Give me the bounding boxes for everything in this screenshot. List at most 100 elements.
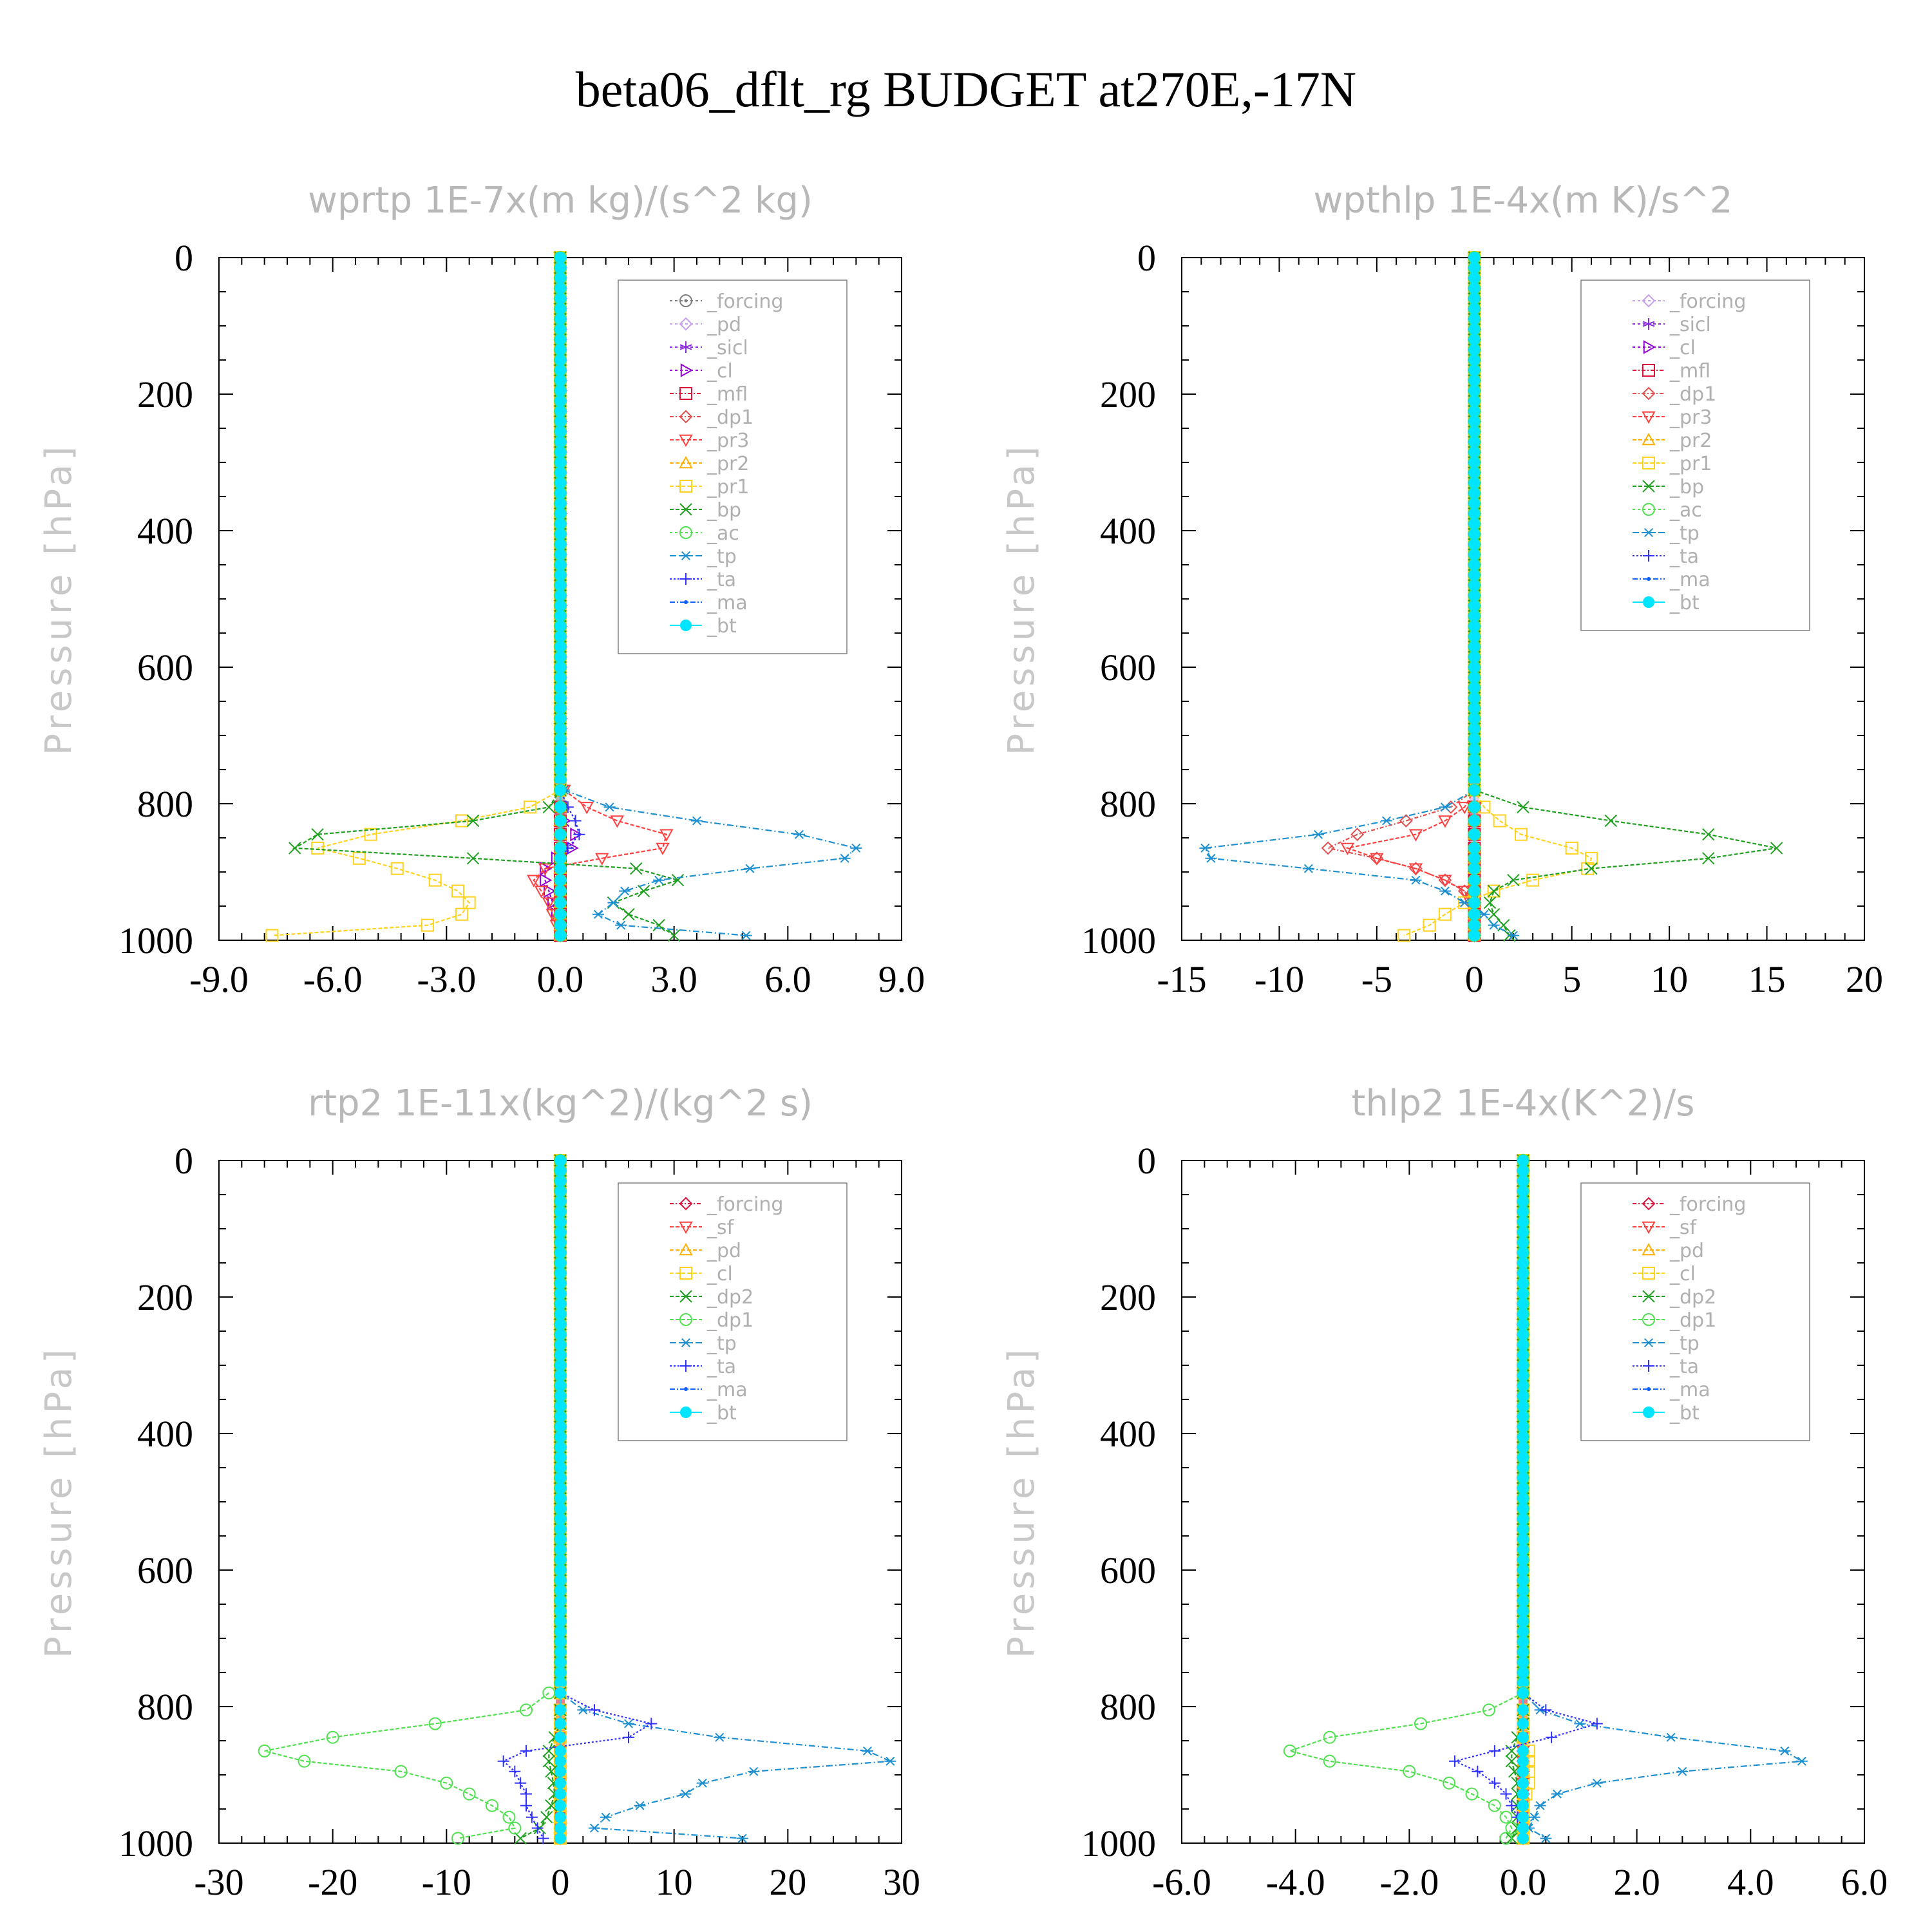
legend-label: _pd — [706, 314, 741, 336]
zero-marker-bt — [554, 313, 566, 325]
zero-marker-bt — [554, 457, 566, 468]
y-tick-label: 0 — [1137, 1140, 1156, 1182]
zero-marker-bt — [1517, 1523, 1529, 1535]
zero-marker-bt — [554, 589, 566, 601]
zero-marker-bt — [554, 1452, 566, 1464]
legend-marker — [679, 526, 692, 539]
x-tick-label: -6.0 — [1152, 1861, 1211, 1903]
legend-marker — [679, 410, 693, 424]
legend-label: _ma — [706, 592, 748, 614]
zero-marker-bt — [1468, 334, 1481, 346]
zero-marker-bt — [554, 1636, 566, 1648]
legend-entry: _cl — [670, 360, 733, 383]
zero-marker-bt — [1517, 1298, 1529, 1310]
legend-entry: _mfl — [670, 383, 748, 406]
zero-marker-bt — [554, 1308, 566, 1320]
zero-marker-bt — [1468, 426, 1481, 438]
zero-marker-bt — [1517, 1175, 1529, 1187]
legend-label: _pd — [1669, 1240, 1704, 1262]
data-point — [523, 800, 536, 814]
data-point — [311, 841, 325, 855]
zero-marker-bt — [554, 610, 566, 622]
zero-marker-bt — [554, 743, 566, 755]
legend-entry: _forcing — [670, 290, 783, 313]
zero-marker-bt — [1517, 1667, 1529, 1678]
x-tick-label: -30 — [194, 1861, 243, 1903]
legend-label: _cl — [706, 1263, 733, 1285]
y-tick-label: 600 — [1100, 647, 1156, 688]
x-tick-label: 4.0 — [1727, 1861, 1774, 1903]
zero-marker-bt — [1517, 1247, 1529, 1259]
zero-marker-bt — [554, 1359, 566, 1371]
y-tick-label: 800 — [1100, 783, 1156, 825]
y-tick-label: 200 — [137, 1276, 193, 1318]
legend: _forcing_sf_pd_cl_dp2_dp1_tp_ta_ma_bt — [1580, 1182, 1810, 1441]
legend-label: _forcing — [1669, 290, 1746, 313]
zero-marker-bt — [554, 1410, 566, 1423]
data-point — [554, 929, 566, 942]
zero-marker-bt — [1517, 1390, 1529, 1402]
y-tick-label: 600 — [137, 647, 193, 688]
data-point — [1517, 1755, 1529, 1767]
zero-marker-bt — [554, 405, 566, 417]
legend-marker — [680, 620, 692, 631]
data-point — [659, 829, 674, 842]
zero-marker-bt — [554, 1615, 566, 1627]
zero-marker-bt — [1468, 723, 1481, 735]
legend-label: _tp — [706, 545, 737, 568]
figure-title: beta06_dflt_rg BUDGET at270E,-17N — [576, 61, 1356, 117]
data-point — [455, 814, 468, 828]
zero-marker-bt — [1468, 518, 1481, 530]
zero-marker-bt — [1517, 1267, 1529, 1279]
data-point — [1468, 815, 1481, 827]
data-point — [1468, 874, 1481, 886]
x-tick-label: 0 — [1465, 958, 1484, 1000]
legend-marker — [679, 480, 692, 493]
y-tick-label: 1000 — [1081, 920, 1156, 961]
zero-marker-bt — [1468, 323, 1481, 336]
x-tick-label: 6.0 — [1841, 1861, 1888, 1903]
y-tick-label: 200 — [137, 374, 193, 415]
zero-marker-bt — [1517, 1462, 1529, 1473]
data-point — [592, 909, 604, 919]
y-axis-label: Pressure [hPa] — [38, 1345, 80, 1658]
zero-marker-bt — [554, 303, 566, 315]
panel-title: rtp2 1E-11x(kg^2)/(kg^2 s) — [308, 1083, 813, 1124]
zero-marker-bt — [554, 466, 566, 478]
legend-label: _dp1 — [1669, 1309, 1716, 1332]
zero-marker-bt — [554, 1379, 566, 1392]
zero-marker-bt — [554, 1175, 566, 1187]
legend-marker — [684, 600, 688, 604]
data-point — [1468, 828, 1481, 840]
x-tick-label: 15 — [1748, 958, 1786, 1000]
zero-marker-bt — [1517, 1155, 1529, 1166]
zero-marker-bt — [1468, 661, 1481, 673]
legend-label: _dp1 — [706, 406, 753, 429]
zero-marker-bt — [1468, 620, 1481, 632]
zero-marker-bt — [554, 661, 566, 673]
zero-marker-bt — [554, 1247, 566, 1259]
legend-label: _pr2 — [1669, 430, 1712, 452]
legend-marker — [1643, 1406, 1654, 1418]
x-tick-label: 0 — [551, 1861, 570, 1903]
legend-label: _ta — [1669, 545, 1699, 568]
zero-marker-bt — [554, 292, 566, 305]
zero-marker-bt — [554, 712, 566, 724]
zero-marker-bt — [1517, 1257, 1529, 1269]
data-point — [534, 886, 549, 898]
x-tick-label: 5 — [1562, 958, 1581, 1000]
zero-marker-bt — [554, 334, 566, 346]
zero-marker-bt — [1468, 651, 1481, 663]
data-point — [428, 873, 442, 887]
zero-marker-bt — [554, 723, 566, 735]
zero-marker-bt — [1517, 1533, 1529, 1546]
legend-marker — [679, 503, 692, 516]
zero-marker-bt — [554, 641, 566, 653]
y-tick-label: 400 — [137, 510, 193, 552]
data-point — [793, 829, 805, 839]
legend-marker — [680, 363, 694, 377]
legend-label: _sf — [706, 1217, 735, 1239]
zero-marker-bt — [554, 426, 566, 438]
